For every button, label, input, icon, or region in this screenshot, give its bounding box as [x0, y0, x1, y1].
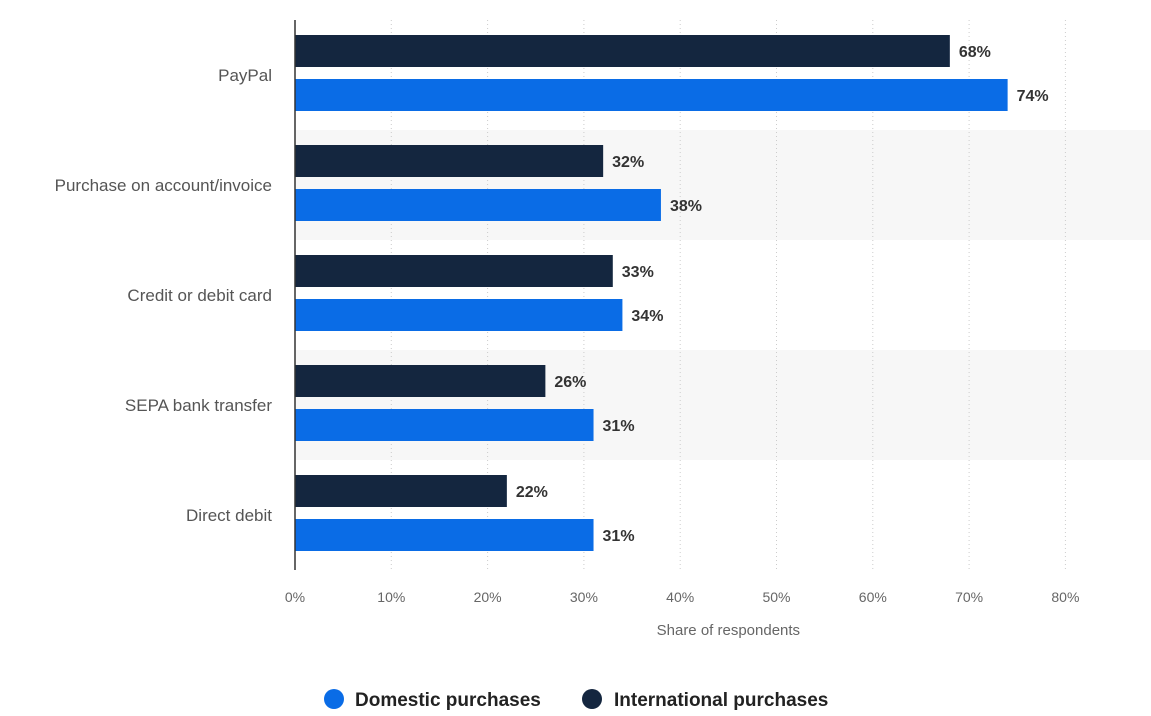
data-label: 38% — [670, 198, 702, 215]
data-labels: 68% 32% 33% 26% 22% 74% 38% 34% 31% 31% — [516, 44, 1049, 545]
category-label: SEPA bank transfer — [125, 396, 272, 415]
bar-domestic — [295, 299, 623, 331]
data-label: 22% — [516, 484, 548, 501]
bars — [295, 35, 1008, 551]
x-tick-label: 20% — [474, 589, 502, 605]
x-tick-label: 30% — [570, 589, 598, 605]
data-label: 74% — [1017, 88, 1049, 105]
category-label: Credit or debit card — [127, 286, 272, 305]
bar-international — [295, 35, 950, 67]
bar-international — [295, 255, 613, 287]
x-tick-label: 10% — [377, 589, 405, 605]
category-label: PayPal — [218, 66, 272, 85]
data-label: 26% — [554, 374, 586, 391]
data-label: 32% — [612, 154, 644, 171]
bar-domestic — [295, 409, 594, 441]
bar-domestic — [295, 519, 594, 551]
bar-international — [295, 145, 604, 177]
x-tick-label: 0% — [285, 589, 305, 605]
bar-international — [295, 365, 546, 397]
legend: Domestic purchases International purchase… — [324, 689, 828, 711]
x-tick-label: 70% — [955, 589, 983, 605]
x-tick-label: 80% — [1051, 589, 1079, 605]
data-label: 31% — [603, 418, 635, 435]
bar-international — [295, 475, 507, 507]
x-tick-label: 60% — [859, 589, 887, 605]
x-axis-title: Share of respondents — [657, 622, 800, 639]
legend-marker — [582, 689, 602, 709]
x-axis-ticks: 0% 10% 20% 30% 40% 50% 60% 70% 80% — [285, 589, 1080, 605]
category-labels: PayPal Purchase on account/invoice Credit … — [55, 66, 273, 525]
category-label: Purchase on account/invoice — [55, 176, 272, 195]
bar-domestic — [295, 79, 1008, 111]
legend-label: Domestic purchases — [355, 690, 541, 711]
data-label: 34% — [631, 308, 663, 325]
x-tick-label: 50% — [762, 589, 790, 605]
legend-label: International purchases — [614, 690, 828, 711]
bar-domestic — [295, 189, 661, 221]
data-label: 68% — [959, 44, 991, 61]
legend-marker — [324, 689, 344, 709]
x-tick-label: 40% — [666, 589, 694, 605]
data-label: 31% — [603, 528, 635, 545]
category-label: Direct debit — [186, 506, 272, 525]
data-label: 33% — [622, 264, 654, 281]
